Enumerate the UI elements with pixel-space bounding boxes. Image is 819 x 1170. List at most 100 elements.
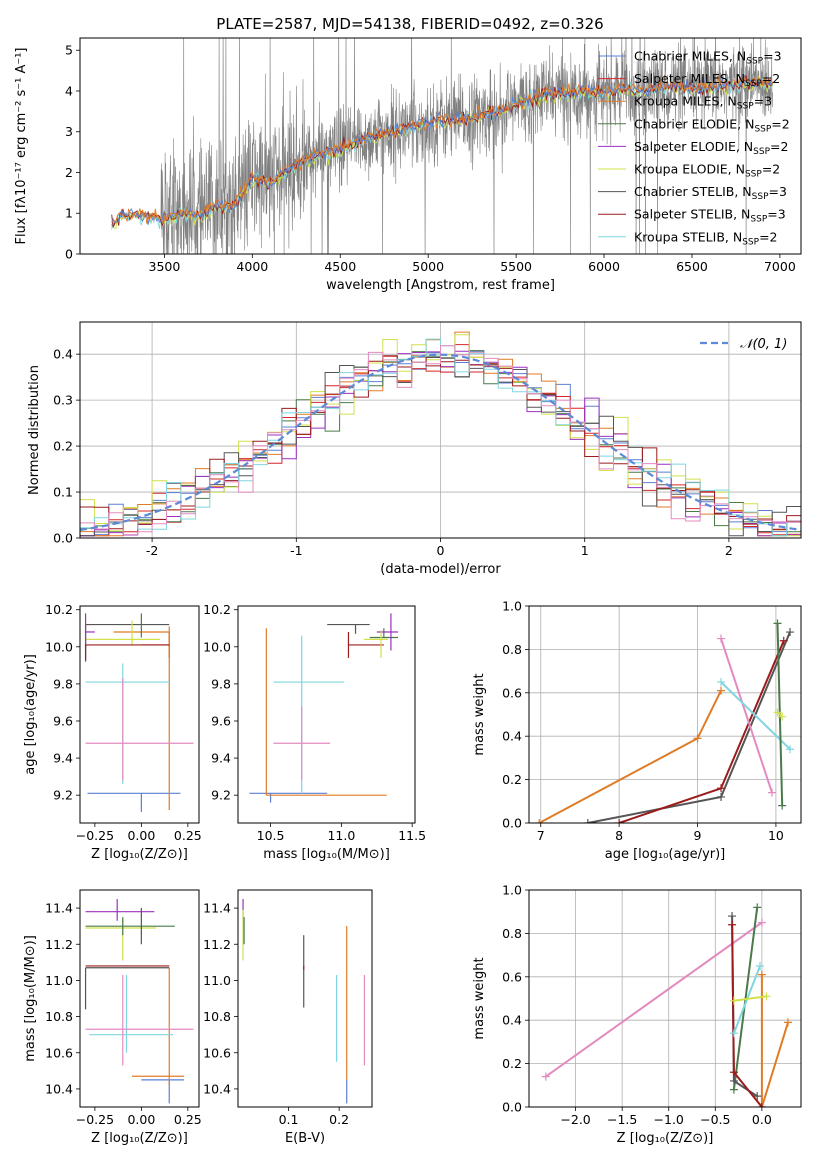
y-tick-label: 0.4 bbox=[502, 1013, 522, 1028]
y-tick-label: 0.6 bbox=[502, 969, 522, 984]
y-axis-label: age [log₁₀(age/yr)] bbox=[23, 654, 38, 775]
series-line bbox=[731, 924, 763, 1107]
plot-area-spectrum bbox=[111, 38, 774, 254]
series-marker bbox=[541, 1072, 550, 1081]
x-tick-label: 7000 bbox=[764, 259, 796, 274]
y-tick-label: 9.4 bbox=[53, 751, 73, 766]
series-line bbox=[760, 974, 789, 1107]
y-tick-label: 10.2 bbox=[203, 602, 231, 617]
series-marker bbox=[693, 734, 702, 743]
gaussian-curve bbox=[80, 353, 801, 531]
y-tick-label: 4 bbox=[65, 83, 73, 98]
panel-spectrum: 3500 4000 4500 5000 5500 6000 6500 7000 0 1 2 3 4 5 wa… bbox=[14, 37, 802, 293]
series-marker bbox=[753, 1092, 762, 1101]
y-tick-label: 0.0 bbox=[53, 531, 73, 546]
series-marker bbox=[753, 903, 762, 912]
y-tick-label: 0.8 bbox=[502, 926, 522, 941]
y-tick-label: 9.2 bbox=[53, 788, 73, 803]
axes-frame bbox=[79, 605, 200, 824]
panel-age_vs_mass: 10.5 11.0 11.5 9.2 9.4 9.6 9.8 10.0 10.2 mass [lo… bbox=[203, 602, 426, 862]
y-tick-label: 9.6 bbox=[53, 713, 73, 728]
panel-age_vs_Z: −0.25 0.00 0.25 9.2 9.4 9.6 9.8 10.0 10.2 Z [log₁… bbox=[23, 602, 202, 862]
series-marker bbox=[717, 677, 726, 686]
series-marker bbox=[767, 788, 776, 797]
y-tick-label: 9.8 bbox=[53, 676, 73, 691]
x-tick-label: −2.0 bbox=[560, 1112, 590, 1127]
series-marker bbox=[773, 708, 782, 717]
y-tick-label: 5 bbox=[65, 43, 73, 58]
y-tick-label: 11.4 bbox=[203, 901, 231, 916]
legend-label: Chabrier MILES, NSSP=3 bbox=[634, 49, 782, 67]
legend-label: Salpeter STELIB, NSSP=3 bbox=[634, 207, 786, 225]
x-tick-label: 0.2 bbox=[329, 1112, 349, 1127]
series-line bbox=[587, 631, 791, 823]
x-tick-label: 0.00 bbox=[127, 1112, 155, 1127]
y-tick-label: 11.4 bbox=[45, 901, 73, 916]
legend-label: Kroupa MILES, NSSP=3 bbox=[634, 94, 772, 112]
y-tick-label: 11.2 bbox=[45, 937, 73, 952]
x-tick-label: 4500 bbox=[324, 259, 356, 274]
series-marker bbox=[717, 634, 726, 643]
y-tick-label: 2 bbox=[65, 165, 73, 180]
legend-label: Chabrier ELODIE, NSSP=2 bbox=[634, 116, 790, 134]
series-marker bbox=[778, 712, 787, 721]
x-tick-label: 0.25 bbox=[174, 1112, 202, 1127]
x-axis-label: wavelength [Angstrom, rest frame] bbox=[326, 278, 555, 293]
x-tick-label: 0.0 bbox=[752, 1112, 772, 1127]
x-axis-label: Z [log₁₀(Z/Z⊙)] bbox=[91, 847, 188, 862]
plot-area-mass_vs_ebv bbox=[242, 899, 366, 1104]
x-tick-label: −0.25 bbox=[76, 1112, 114, 1127]
y-axis-label: mass [log₁₀(M/M⊙)] bbox=[23, 935, 38, 1062]
y-tick-label: 0.2 bbox=[53, 439, 73, 454]
y-tick-label: 10.8 bbox=[45, 1009, 73, 1024]
y-tick-label: 9.8 bbox=[211, 676, 231, 691]
y-tick-label: 0.3 bbox=[53, 393, 73, 408]
series-marker bbox=[729, 996, 738, 1005]
x-axis-label: E(B-V) bbox=[285, 1131, 325, 1146]
x-tick-label: 0.1 bbox=[279, 1112, 299, 1127]
x-tick-label: −1.5 bbox=[607, 1112, 637, 1127]
legend-label: 𝒩(0, 1) bbox=[740, 337, 787, 352]
y-tick-label: 0.2 bbox=[502, 1056, 522, 1071]
panel-residuals: -2 -1 0 1 2 0.0 0.1 0.2 0.3 0.4 (data-model)/error… bbox=[27, 321, 802, 577]
series-line bbox=[733, 995, 767, 1002]
chart-title: PLATE=2587, MJD=54138, FIBERID=0492, z=0… bbox=[216, 15, 603, 33]
y-axis-label: Flux [fλ10⁻¹⁷ erg cm⁻² s⁻¹ A⁻¹] bbox=[14, 48, 29, 245]
plot-area-mass_weight_vs_Z bbox=[529, 890, 801, 1107]
y-tick-label: 3 bbox=[65, 124, 73, 139]
axes-frame bbox=[237, 605, 416, 824]
series-marker bbox=[778, 801, 787, 810]
x-tick-label: 10.5 bbox=[257, 828, 285, 843]
y-tick-label: 1.0 bbox=[502, 599, 522, 614]
axes-frame bbox=[79, 321, 802, 539]
axes-frame bbox=[528, 889, 802, 1108]
axes-frame bbox=[528, 605, 802, 824]
legend-label: Chabrier STELIB, NSSP=3 bbox=[634, 184, 787, 202]
y-tick-label: 11.0 bbox=[45, 973, 73, 988]
x-tick-label: 10 bbox=[768, 828, 784, 843]
x-axis-label: (data-model)/error bbox=[380, 562, 501, 577]
x-tick-label: 11.0 bbox=[327, 828, 355, 843]
histogram-step bbox=[80, 338, 801, 537]
legend-label: Kroupa ELODIE, NSSP=2 bbox=[634, 162, 780, 180]
series-marker bbox=[717, 792, 726, 801]
x-tick-label: 5500 bbox=[500, 259, 532, 274]
y-tick-label: 10.4 bbox=[203, 1081, 231, 1096]
series-marker bbox=[773, 619, 782, 628]
y-axis-label: Normed distribution bbox=[27, 365, 42, 495]
plot-area-mass_vs_Z bbox=[84, 899, 194, 1104]
y-tick-label: 10.8 bbox=[203, 1009, 231, 1024]
axes-frame bbox=[79, 889, 200, 1108]
y-tick-label: 0.6 bbox=[502, 685, 522, 700]
series-marker bbox=[762, 992, 771, 1001]
series-line bbox=[720, 638, 773, 793]
series-marker bbox=[729, 1029, 738, 1038]
y-tick-label: 0 bbox=[65, 247, 73, 262]
x-tick-label: -2 bbox=[146, 543, 158, 558]
y-tick-label: 0.4 bbox=[53, 347, 73, 362]
y-axis-label: mass weight bbox=[472, 957, 487, 1039]
x-tick-label: 6000 bbox=[588, 259, 620, 274]
y-tick-label: 10.4 bbox=[45, 1081, 73, 1096]
series-marker bbox=[757, 1103, 766, 1107]
series-marker bbox=[615, 819, 624, 823]
